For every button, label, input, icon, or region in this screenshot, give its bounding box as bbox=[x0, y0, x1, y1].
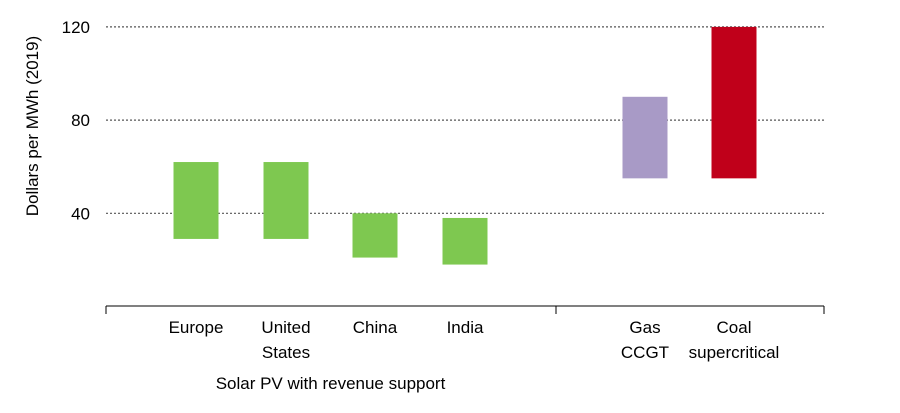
category-label: Coal bbox=[717, 318, 752, 337]
category-label: United bbox=[261, 318, 310, 337]
category-label: India bbox=[447, 318, 484, 337]
range-bar bbox=[352, 213, 398, 258]
group-labels: Solar PV with revenue support bbox=[216, 374, 446, 393]
range-bar bbox=[263, 162, 309, 239]
category-label: CCGT bbox=[621, 343, 669, 362]
range-bar bbox=[173, 162, 219, 239]
y-tick-labels: 40 80 120 bbox=[62, 18, 90, 223]
y-tick-label: 80 bbox=[71, 111, 90, 130]
x-axis bbox=[105, 305, 825, 314]
category-label: supercritical bbox=[689, 343, 780, 362]
range-bar bbox=[442, 217, 488, 265]
range-bar bbox=[622, 96, 668, 179]
range-bar bbox=[711, 26, 757, 179]
bars bbox=[173, 26, 757, 265]
y-axis-label: Dollars per MWh (2019) bbox=[23, 36, 42, 216]
group-label: Solar PV with revenue support bbox=[216, 374, 446, 393]
category-label: Europe bbox=[169, 318, 224, 337]
y-tick-label: 40 bbox=[71, 204, 90, 223]
category-label: Gas bbox=[629, 318, 660, 337]
category-label: States bbox=[262, 343, 310, 362]
y-tick-label: 120 bbox=[62, 18, 90, 37]
category-label: China bbox=[353, 318, 398, 337]
category-labels: Europe United States China India Gas CCGT Coal s… bbox=[169, 318, 780, 362]
